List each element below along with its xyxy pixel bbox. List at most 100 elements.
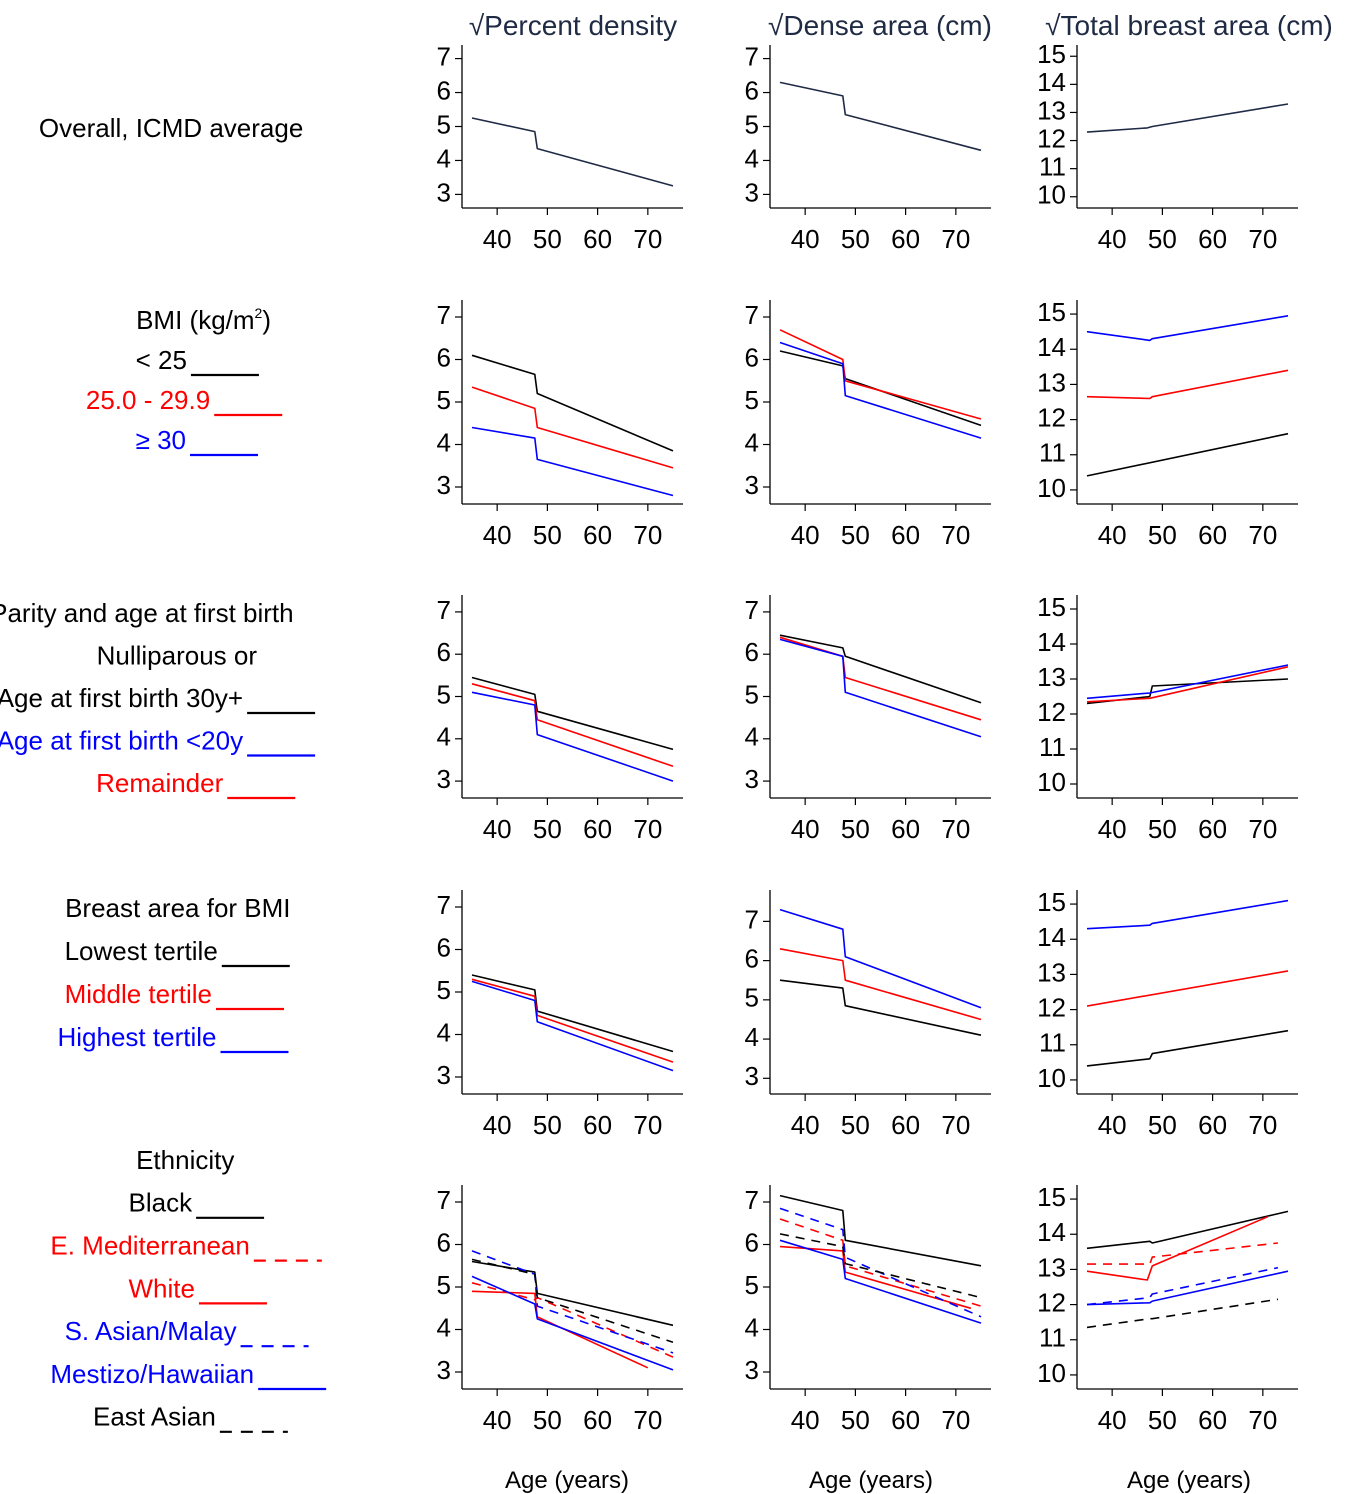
x-tick-label: 70 [633, 224, 662, 254]
panel-r4-c1: 3 4 5 6 7 40 50 60 70 [745, 1185, 991, 1435]
series-line-1 [471, 386, 674, 469]
y-tick-label: 11 [1039, 152, 1066, 182]
series-line-0 [471, 117, 674, 187]
series-line-1 [1087, 1242, 1278, 1265]
series-line-3 [779, 1207, 982, 1318]
y-tick-label: 6 [437, 342, 451, 372]
x-tick-label: 50 [1148, 1405, 1177, 1435]
x-tick-label: 50 [533, 224, 562, 254]
y-tick-label: 4 [437, 1312, 451, 1342]
x-tick-label: 60 [1198, 520, 1227, 550]
panel-r3-c1: 3 4 5 6 7 40 50 60 70 [745, 890, 991, 1140]
y-tick-label: 10 [1037, 767, 1066, 797]
y-tick-label: 10 [1037, 473, 1066, 503]
x-tick-label: 50 [841, 520, 870, 550]
x-tick-label: 50 [1148, 520, 1177, 550]
x-tick-label: 70 [1248, 1405, 1277, 1435]
y-tick-label: 15 [1037, 592, 1066, 622]
series-line-2 [1086, 1029, 1289, 1067]
x-tick-label: 50 [533, 814, 562, 844]
row-label-1-line-3: ≥ 30 [136, 425, 186, 455]
y-tick-label: 5 [437, 679, 451, 709]
row-label-3-line-1: Lowest tertile [65, 936, 218, 966]
x-tick-label: 70 [941, 1110, 970, 1140]
x-tick-label: 40 [1098, 814, 1127, 844]
series-line-0 [1086, 103, 1289, 133]
series-line-3 [1086, 1266, 1279, 1306]
series-line-0 [1086, 899, 1289, 930]
panel-r1-c2: 10 11 12 13 14 15 40 50 60 70 [1037, 297, 1298, 550]
x-tick-label: 60 [1198, 1110, 1227, 1140]
y-tick-label: 4 [745, 1312, 759, 1342]
x-tick-label: 70 [1248, 520, 1277, 550]
y-tick-label: 4 [437, 143, 451, 173]
series-line-0 [471, 1260, 674, 1327]
y-tick-label: 11 [1039, 732, 1066, 762]
y-tick-label: 4 [745, 722, 759, 752]
y-tick-label: 14 [1037, 922, 1066, 952]
series-line-2 [779, 1245, 972, 1310]
y-tick-label: 6 [745, 943, 759, 973]
x-tick-label: 60 [891, 224, 920, 254]
series-line-5 [779, 1233, 982, 1299]
y-tick-label: 5 [745, 679, 759, 709]
y-tick-label: 13 [1037, 662, 1066, 692]
x-tick-label: 70 [1248, 224, 1277, 254]
x-tick-label: 40 [483, 1405, 512, 1435]
y-tick-label: 5 [745, 1270, 759, 1300]
y-tick-label: 5 [745, 385, 759, 415]
x-tick-label: 60 [1198, 814, 1227, 844]
series-line-1 [1086, 970, 1289, 1007]
x-tick-label: 60 [583, 814, 612, 844]
panel-r0-c1: 3 4 5 6 7 40 50 60 70 [745, 41, 991, 254]
series-line-0 [1086, 1210, 1289, 1250]
column-header-total-breast-area: √Total breast area (cm) [1045, 10, 1333, 41]
x-tick-label: 40 [791, 224, 820, 254]
y-tick-label: 15 [1037, 297, 1066, 327]
panel-r0-c0: 3 4 5 6 7 40 50 60 70 [437, 41, 683, 254]
y-tick-label: 7 [745, 595, 759, 625]
y-tick-label: 13 [1037, 957, 1066, 987]
y-tick-label: 3 [745, 470, 759, 500]
x-tick-label: 40 [483, 520, 512, 550]
y-tick-label: 6 [437, 637, 451, 667]
x-tick-label: 70 [633, 814, 662, 844]
panel-r4-c2: 10 11 12 13 14 15 40 50 60 70 [1037, 1182, 1298, 1435]
series-line-1 [779, 636, 982, 721]
x-tick-label: 50 [841, 1405, 870, 1435]
y-tick-label: 7 [437, 300, 451, 330]
y-tick-label: 3 [437, 1060, 451, 1090]
y-tick-label: 14 [1037, 627, 1066, 657]
y-tick-label: 7 [437, 890, 451, 920]
series-line-0 [779, 350, 982, 427]
x-axis-label-col1: Age (years) [505, 1467, 629, 1494]
x-tick-label: 50 [533, 520, 562, 550]
series-line-2 [779, 638, 982, 738]
y-tick-label: 6 [745, 637, 759, 667]
panel-r1-c0: 3 4 5 6 7 40 50 60 70 [437, 300, 683, 550]
x-tick-label: 60 [583, 224, 612, 254]
y-tick-label: 4 [437, 427, 451, 457]
x-tick-label: 60 [583, 520, 612, 550]
row-label-3-line-0: Breast area for BMI [65, 893, 290, 923]
y-tick-label: 4 [437, 1017, 451, 1047]
x-tick-label: 40 [791, 520, 820, 550]
y-tick-label: 14 [1037, 67, 1066, 97]
y-tick-label: 13 [1037, 1252, 1066, 1282]
y-tick-label: 10 [1037, 1358, 1066, 1388]
y-tick-label: 4 [437, 722, 451, 752]
series-line-2 [471, 691, 674, 782]
y-tick-label: 11 [1039, 438, 1066, 468]
y-tick-label: 11 [1039, 1323, 1066, 1353]
series-line-4 [471, 1275, 674, 1371]
x-tick-label: 40 [791, 1110, 820, 1140]
x-tick-label: 50 [841, 814, 870, 844]
row-label-4-line-6: East Asian [93, 1402, 216, 1432]
y-tick-label: 5 [437, 975, 451, 1005]
y-tick-label: 6 [437, 932, 451, 962]
y-tick-label: 3 [437, 470, 451, 500]
series-line-0 [779, 81, 982, 152]
y-tick-label: 7 [437, 595, 451, 625]
y-tick-label: 12 [1037, 1287, 1066, 1317]
